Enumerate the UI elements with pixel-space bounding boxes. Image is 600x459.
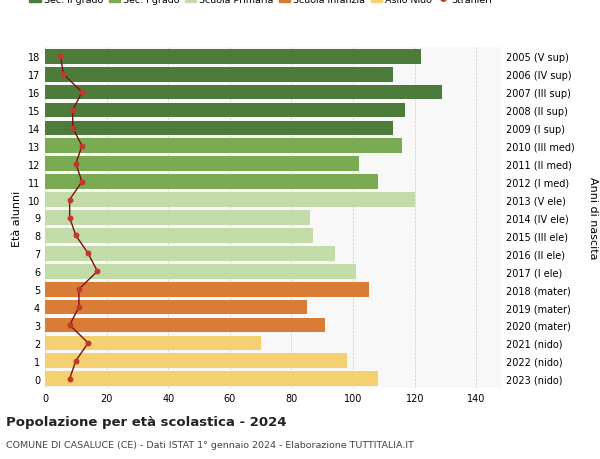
Y-axis label: Anni di nascita: Anni di nascita — [589, 177, 599, 259]
Point — [56, 53, 65, 61]
Point — [92, 268, 102, 275]
Bar — [45, 67, 393, 82]
Text: Popolazione per età scolastica - 2024: Popolazione per età scolastica - 2024 — [6, 415, 287, 428]
Bar — [45, 103, 406, 118]
Point — [71, 232, 80, 240]
Bar — [45, 264, 356, 279]
Bar — [45, 175, 378, 190]
Point — [59, 71, 68, 78]
Bar — [45, 354, 347, 369]
Point — [77, 179, 87, 186]
Point — [83, 340, 93, 347]
Point — [65, 196, 74, 204]
Point — [74, 304, 83, 311]
Point — [77, 143, 87, 150]
Text: COMUNE DI CASALUCE (CE) - Dati ISTAT 1° gennaio 2024 - Elaborazione TUTTITALIA.I: COMUNE DI CASALUCE (CE) - Dati ISTAT 1° … — [6, 440, 414, 449]
Bar — [45, 282, 368, 297]
Bar — [45, 211, 310, 225]
Point — [68, 125, 77, 132]
Point — [83, 250, 93, 257]
Point — [65, 322, 74, 329]
Bar — [45, 372, 378, 386]
Bar — [45, 50, 421, 64]
Bar — [45, 300, 307, 315]
Y-axis label: Età alunni: Età alunni — [12, 190, 22, 246]
Bar — [45, 318, 325, 333]
Point — [68, 107, 77, 114]
Point — [65, 375, 74, 383]
Bar — [45, 193, 415, 207]
Bar — [45, 336, 260, 351]
Point — [71, 161, 80, 168]
Bar — [45, 85, 442, 100]
Point — [77, 89, 87, 96]
Bar — [45, 246, 335, 261]
Bar — [45, 121, 393, 136]
Legend: Sec. II grado, Sec. I grado, Scuola Primaria, Scuola Infanzia, Asilo Nido, Stran: Sec. II grado, Sec. I grado, Scuola Prim… — [26, 0, 496, 8]
Bar — [45, 229, 313, 243]
Point — [71, 358, 80, 365]
Point — [74, 286, 83, 293]
Bar — [45, 157, 359, 172]
Bar — [45, 139, 403, 154]
Point — [65, 214, 74, 222]
